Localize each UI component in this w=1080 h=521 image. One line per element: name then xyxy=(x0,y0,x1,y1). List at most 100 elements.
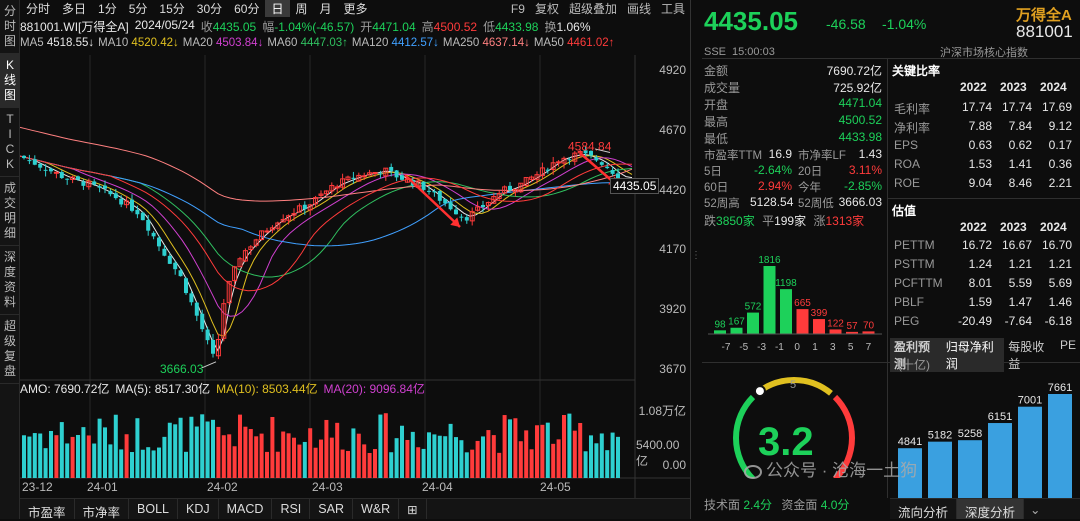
profit-tab[interactable]: PE xyxy=(1059,338,1076,352)
ma-legend-item: MA10 4520.42↓ xyxy=(98,37,179,53)
indicator-tab[interactable]: ⊞ xyxy=(399,499,427,519)
row-value: 9.12 xyxy=(1048,119,1072,133)
distribution-bar xyxy=(763,266,776,334)
indicator-tab[interactable]: MACD xyxy=(219,499,273,519)
toolbar-button[interactable]: 画线 xyxy=(626,2,651,16)
view-tab[interactable]: 成交明细 xyxy=(0,177,20,246)
period-tab[interactable]: 月 xyxy=(319,2,332,16)
volume-bar xyxy=(200,414,205,478)
period-tab[interactable]: 分时 xyxy=(26,2,51,16)
period-tab[interactable]: 30分 xyxy=(196,2,223,16)
candle-body xyxy=(59,172,64,179)
candle-body xyxy=(70,176,76,180)
indicator-tab[interactable]: 市盈率 xyxy=(20,499,75,520)
candle-body xyxy=(151,232,156,237)
indicator-tab[interactable]: RSI xyxy=(272,499,311,519)
quote-value: 4433.98 xyxy=(838,130,882,144)
distribution-bar xyxy=(846,331,858,334)
year-header: 2022 xyxy=(960,220,987,234)
indicator-tab[interactable]: SAR xyxy=(310,499,353,519)
stat-value: 2.94% xyxy=(757,179,792,193)
indicator-tab[interactable]: BOLL xyxy=(129,499,178,519)
ma-value: 4447.03↑ xyxy=(300,37,348,49)
candle-body xyxy=(567,159,572,161)
volume-bar xyxy=(205,421,210,478)
candle-body xyxy=(248,246,254,251)
ma-value: 4503.84↓ xyxy=(216,37,264,49)
analysis-tab[interactable]: 深度分析 xyxy=(957,499,1025,520)
flat-label: 平 xyxy=(762,214,775,228)
quote-value: 725.92亿 xyxy=(833,81,882,95)
period-tab[interactable]: 周 xyxy=(295,2,308,16)
view-tab[interactable]: 深度资料 xyxy=(0,246,20,315)
candle-body xyxy=(356,174,362,182)
distribution-label: 1198 xyxy=(775,278,797,289)
candle-body xyxy=(400,175,404,180)
candle-body xyxy=(481,204,485,208)
volume-bar xyxy=(32,433,37,478)
volume-bar xyxy=(103,427,107,478)
ma-label: MA20 xyxy=(182,37,216,49)
volume-bar xyxy=(140,449,145,478)
volume-bar xyxy=(221,435,226,478)
turnover-label: 换 xyxy=(544,20,557,34)
price-pct: -1.04% xyxy=(882,16,927,32)
period-tab[interactable]: 更多 xyxy=(343,2,368,16)
candle-body xyxy=(76,176,80,180)
period-tab[interactable]: 日 xyxy=(265,0,290,17)
period-tab[interactable]: 60分 xyxy=(234,2,260,16)
dropdown-chevron-icon[interactable]: ⌄ xyxy=(1030,503,1041,517)
distribution-tick: -3 xyxy=(757,342,766,353)
volume-bar xyxy=(502,415,507,478)
collapse-handle-icon[interactable]: ⋮ xyxy=(691,250,701,261)
indicator-tab[interactable]: 市净率 xyxy=(75,499,130,520)
row-value: 1.59 xyxy=(968,295,992,309)
toolbar-button[interactable]: 工具 xyxy=(660,2,685,16)
up-label: 涨 xyxy=(813,214,826,228)
row-value: 5.59 xyxy=(1008,276,1032,290)
row-value: -7.64 xyxy=(1004,314,1032,328)
period-tab[interactable]: 15分 xyxy=(159,2,185,16)
volume-bar xyxy=(535,425,539,478)
volume-bar xyxy=(367,452,372,478)
volume-bar xyxy=(513,418,518,478)
row-value: 16.70 xyxy=(1041,238,1072,252)
volume-bar xyxy=(324,419,329,478)
toolbar-button[interactable]: 复权 xyxy=(534,2,559,16)
period-tab[interactable]: 多日 xyxy=(62,2,87,16)
volume-bar xyxy=(329,437,334,478)
period-tab[interactable]: 5分 xyxy=(128,2,148,16)
profit-tab[interactable]: 每股收益 xyxy=(1008,340,1045,371)
volume-bar xyxy=(416,447,421,478)
profit-bar xyxy=(988,423,1012,498)
candle-body xyxy=(502,186,508,194)
profit-tab[interactable]: 盈利预测 xyxy=(890,338,942,372)
indicator-tab[interactable]: W&R xyxy=(353,499,400,519)
candle-body xyxy=(550,162,556,170)
toolbar-button[interactable]: F9 xyxy=(510,1,525,16)
wechat-icon xyxy=(744,464,762,479)
stat-label: 今年 xyxy=(798,182,821,194)
profit-tab[interactable]: 归母净利润 xyxy=(941,338,1005,372)
distribution-bar xyxy=(780,289,792,334)
candle-body xyxy=(173,262,178,270)
candle-body xyxy=(491,196,497,204)
analysis-tab[interactable]: 流向分析 xyxy=(890,499,958,520)
view-tab[interactable]: 分时图 xyxy=(0,0,20,54)
period-tab[interactable]: 1分 xyxy=(98,2,117,16)
candle-body xyxy=(211,339,215,354)
price-axis: 4920 4670 4420 4170 3920 3670 xyxy=(636,55,690,385)
volume-bar xyxy=(270,416,275,478)
toolbar-button[interactable]: 超级叠加 xyxy=(568,2,617,16)
view-tab[interactable]: 超级复盘 xyxy=(0,315,20,384)
volume-bar xyxy=(319,439,323,478)
volume-bar xyxy=(43,448,48,478)
distribution-label: 167 xyxy=(728,317,745,328)
indicator-tab[interactable]: KDJ xyxy=(178,499,219,519)
valuation-title: 估值 xyxy=(892,204,917,218)
low-value: 4433.98 xyxy=(495,20,539,34)
candle-body xyxy=(512,188,518,193)
